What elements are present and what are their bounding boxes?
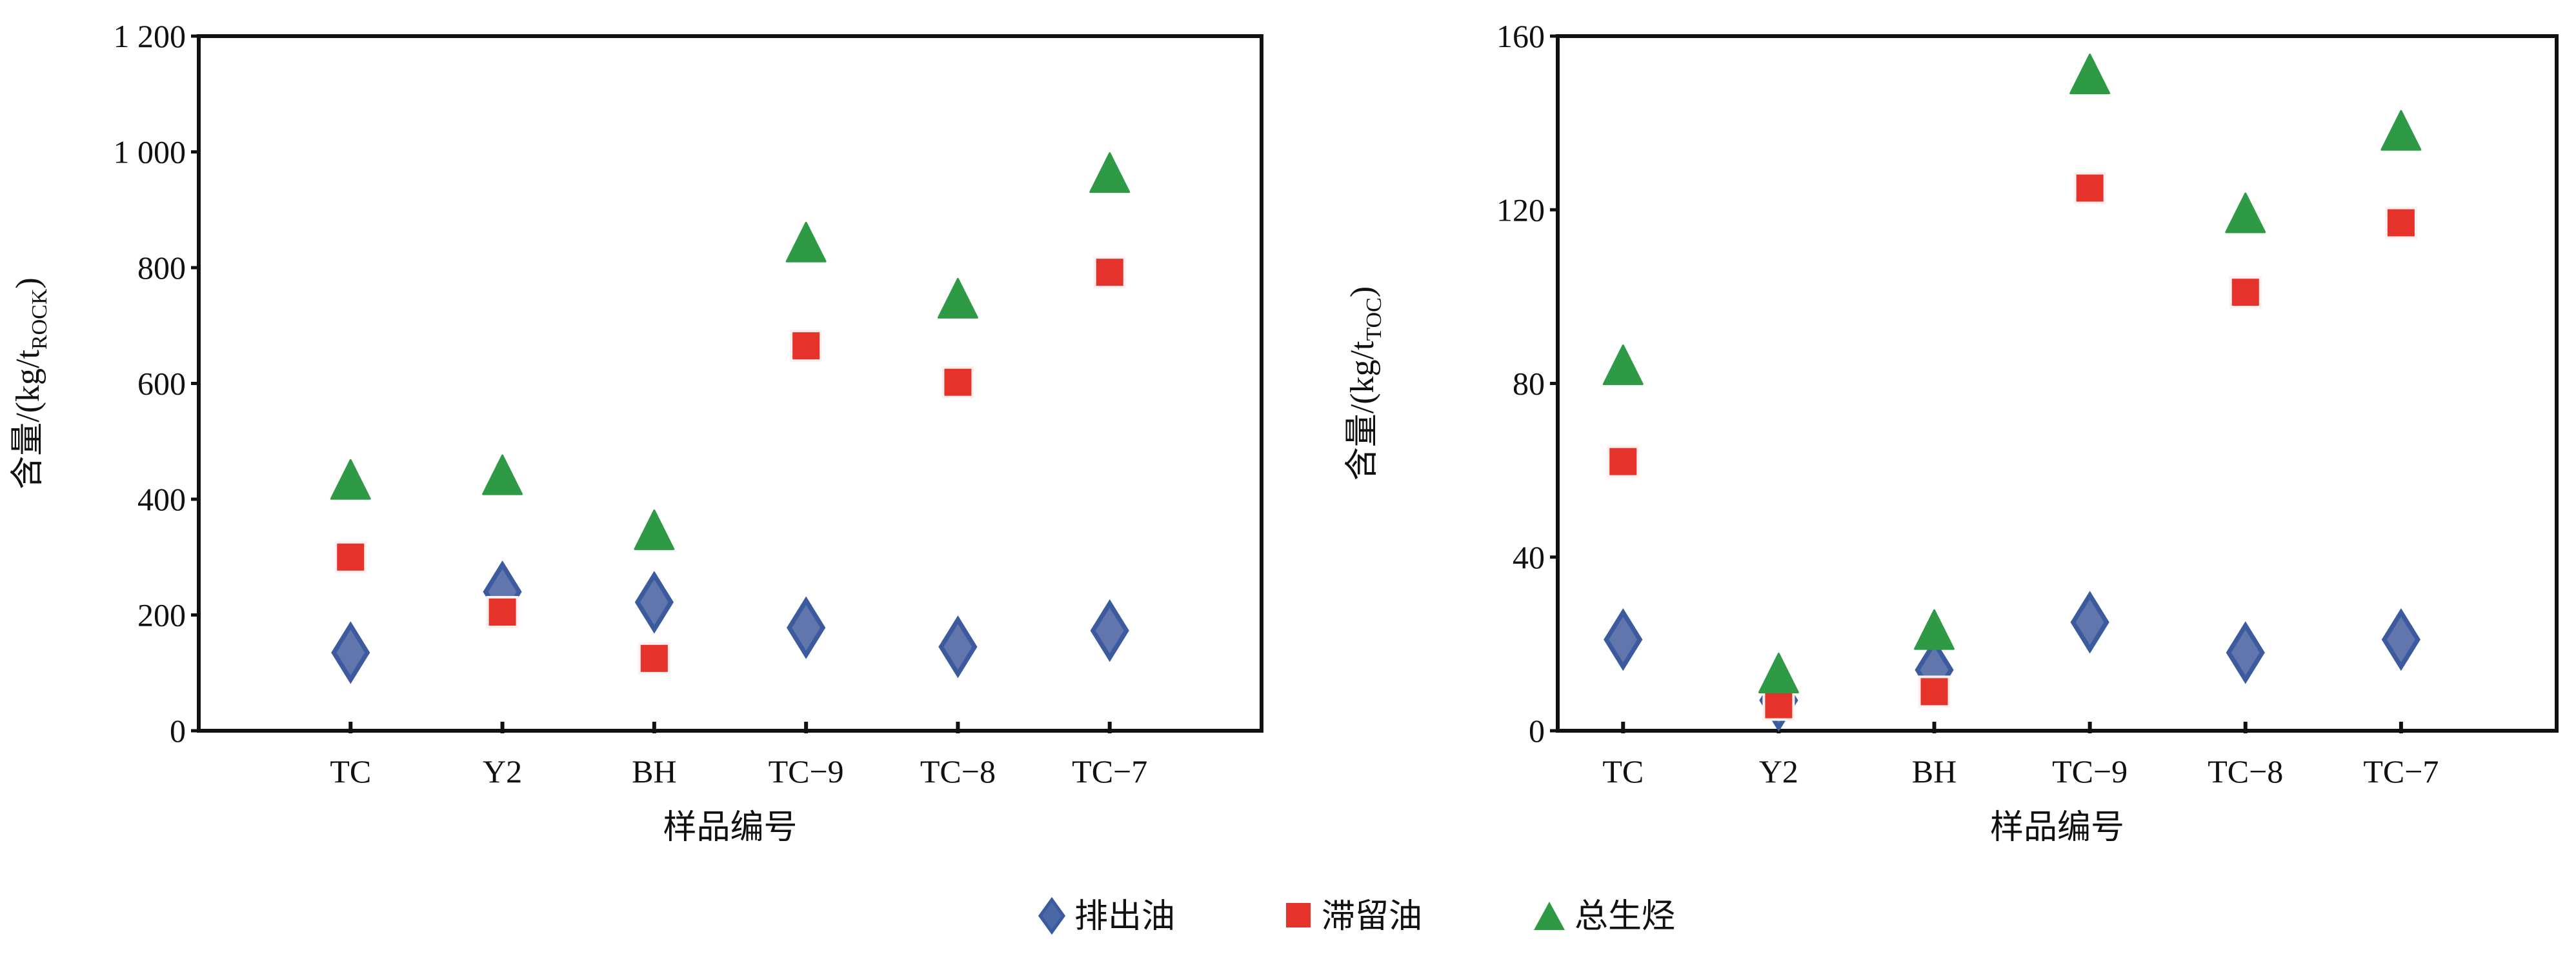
- expelled-oil-point: [1604, 608, 1643, 671]
- x-tick-label: TC: [330, 753, 371, 789]
- x-tick-label: BH: [632, 753, 676, 789]
- x-tick-label: BH: [1912, 753, 1957, 789]
- total-hydrocarbon-point: [1758, 652, 1799, 693]
- legend-triangle-marker: [1534, 902, 1565, 930]
- legend-label: 滞留油: [1322, 898, 1422, 935]
- y-tick-label: 0: [170, 713, 186, 749]
- legend-item-total-hydrocarbon: 总生烃: [1534, 898, 1675, 935]
- total-hydrocarbon-point: [1602, 344, 1644, 386]
- legend-square-marker: [1286, 903, 1311, 927]
- y-tick-label: 200: [137, 597, 186, 633]
- y-tick-label: 1 000: [114, 134, 186, 170]
- y-tick-label: 800: [137, 250, 186, 286]
- x-tick-label: TC−9: [769, 753, 844, 789]
- legend-diamond-marker: [1038, 897, 1066, 935]
- x-axis-label: 样品编号: [663, 809, 797, 846]
- x-tick-label: TC−8: [920, 753, 996, 789]
- legend-label: 排出油: [1074, 898, 1175, 935]
- x-tick-label: Y2: [1759, 753, 1798, 789]
- y-axis-label-subscript: ROCK: [28, 288, 52, 350]
- retained-oil-point: [638, 642, 670, 675]
- chart-toc-normalized: 0 40 80 120 160 TC Y2 BH TC−9 TC−8 TC−7 样品编号 含量/(kg/…: [1344, 18, 2559, 846]
- expelled-oil-point: [2381, 608, 2420, 671]
- legend: 排出油 滞留油 总生烃: [1038, 897, 1675, 935]
- retained-oil-point: [334, 540, 367, 573]
- y-tick-label: 40: [1513, 539, 1545, 575]
- expelled-oil-point: [787, 596, 826, 659]
- x-axis-label: 样品编号: [1990, 809, 2124, 846]
- legend-item-expelled-oil: 排出油: [1038, 897, 1175, 935]
- retained-oil-point: [790, 330, 823, 362]
- retained-oil-point: [486, 596, 519, 629]
- retained-oil-point: [2384, 206, 2417, 239]
- expelled-oil-point: [2070, 591, 2109, 654]
- legend-label: 总生烃: [1575, 898, 1675, 935]
- retained-oil-point: [2073, 172, 2106, 204]
- y-axis-label-subscript: TOC: [1362, 297, 1386, 341]
- expelled-oil-point: [331, 621, 370, 684]
- y-tick-label: 1 200: [114, 18, 186, 54]
- y-tick-label: 600: [137, 366, 186, 402]
- retained-oil-point: [1918, 675, 1951, 708]
- y-axis-label-end: ): [1344, 286, 1381, 297]
- retained-oil-point: [2229, 276, 2262, 309]
- x-tick-label: Y2: [483, 753, 522, 789]
- retained-oil-point: [1093, 256, 1126, 289]
- y-tick-label: 160: [1496, 18, 1545, 54]
- y-axis-label-main: 含量/(kg/t: [10, 350, 46, 490]
- total-hydrocarbon-point: [634, 509, 675, 550]
- y-tick-label: 400: [137, 481, 186, 517]
- y-axis-label: 含量/(kg/tTOC): [1344, 286, 1386, 480]
- x-tick-label: TC: [1602, 753, 1644, 789]
- chart-rock-normalized: 0 200 400 600 800 1 000 1 200 TC Y2 BH TC−9 TC−8 TC−…: [10, 18, 1263, 846]
- x-tick-label: TC−8: [2208, 753, 2283, 789]
- total-hydrocarbon-point: [2069, 54, 2111, 95]
- legend-item-retained-oil: 滞留油: [1286, 898, 1422, 935]
- y-tick-label: 120: [1496, 192, 1545, 228]
- y-axis-label: 含量/(kg/tROCK): [10, 277, 52, 489]
- total-hydrocarbon-point: [1089, 152, 1131, 193]
- total-hydrocarbon-point: [785, 221, 827, 263]
- y-tick-label: 80: [1513, 366, 1545, 402]
- y-axis-label-main: 含量/(kg/t: [1344, 341, 1381, 480]
- x-tick-label: TC−7: [1072, 753, 1147, 789]
- x-tick-label: TC−7: [2363, 753, 2439, 789]
- expelled-oil-point: [634, 571, 674, 634]
- total-hydrocarbon-point: [2225, 192, 2266, 233]
- expelled-oil-point: [938, 615, 978, 679]
- total-hydrocarbon-point: [2380, 110, 2422, 151]
- total-hydrocarbon-point: [937, 277, 978, 319]
- total-hydrocarbon-point: [1914, 609, 1955, 650]
- expelled-oil-point: [1090, 599, 1129, 662]
- y-axis-label-end: ): [10, 277, 46, 288]
- retained-oil-point: [1607, 445, 1640, 478]
- retained-oil-point: [941, 366, 974, 399]
- y-tick-label: 0: [1529, 713, 1545, 749]
- retained-oil-point: [1762, 688, 1795, 721]
- expelled-oil-point: [2226, 621, 2265, 684]
- x-tick-label: TC−9: [2052, 753, 2128, 789]
- total-hydrocarbon-point: [330, 459, 371, 500]
- total-hydrocarbon-point: [482, 454, 523, 495]
